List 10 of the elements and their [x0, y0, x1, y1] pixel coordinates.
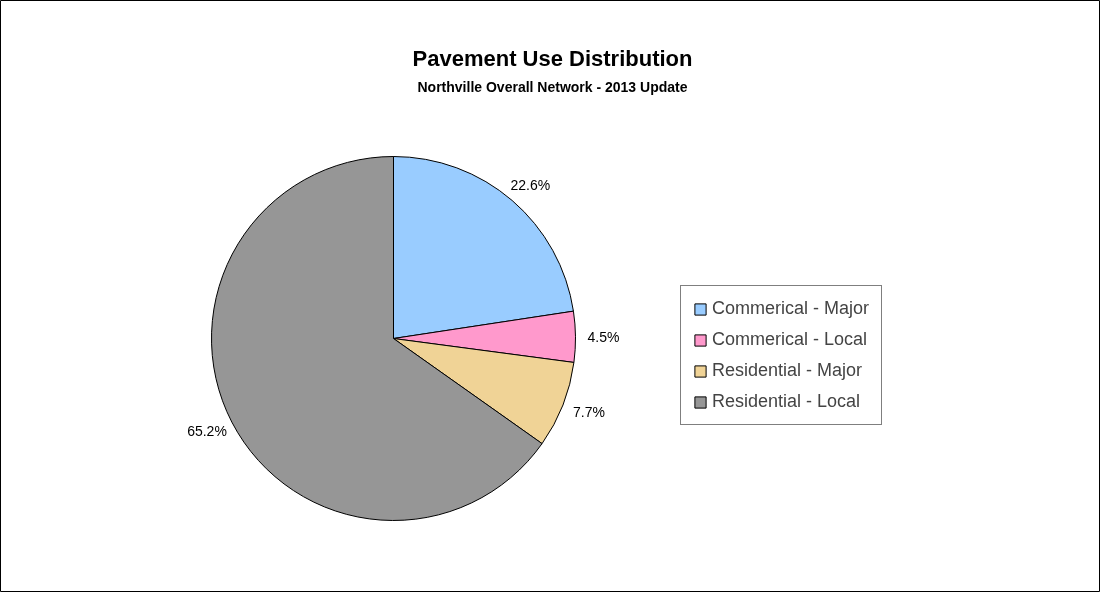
chart-subtitle: Northville Overall Network - 2013 Update: [417, 78, 688, 95]
legend-label: Residential - Major: [712, 360, 863, 381]
legend-label: Residential - Local: [712, 391, 861, 412]
legend-label: Commerical - Major: [712, 298, 870, 319]
legend-label: Commerical - Local: [712, 329, 868, 350]
data-label: 4.5%: [587, 328, 620, 345]
data-label: 22.6%: [510, 177, 551, 194]
data-label: 7.7%: [573, 404, 605, 421]
data-label: 65.2%: [187, 423, 227, 440]
chart-title: Pavement Use Distribution: [412, 46, 693, 71]
